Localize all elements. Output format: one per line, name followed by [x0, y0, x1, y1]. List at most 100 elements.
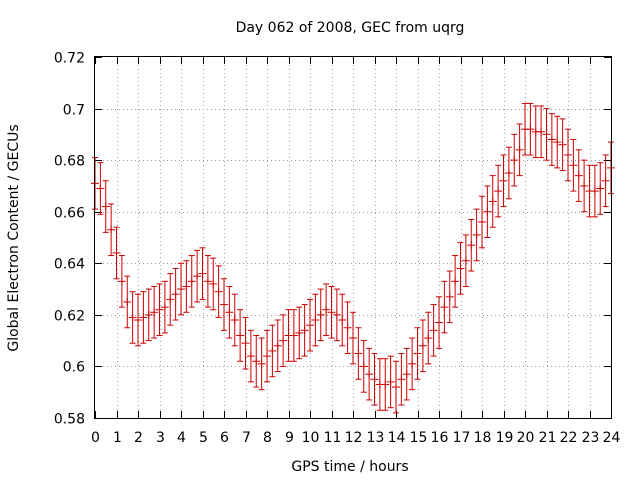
data-point	[531, 105, 540, 159]
data-point	[230, 293, 239, 347]
plot-frame	[94, 56, 612, 419]
data-point	[590, 164, 599, 218]
data-point	[187, 255, 196, 308]
x-tick-label: 23	[582, 430, 600, 446]
x-tick-label: 8	[263, 430, 272, 446]
data-point	[461, 234, 470, 287]
data-point	[456, 242, 465, 295]
data-point	[467, 218, 476, 272]
data-point	[139, 291, 148, 344]
y-tick-labels: 0.58 0.6 0.62 0.64 0.66 0.68 0.7 0.72	[54, 51, 85, 428]
y-tick-label: 0.6	[63, 360, 85, 376]
data-point	[225, 285, 234, 339]
data-point	[478, 195, 486, 249]
data-point	[273, 319, 282, 373]
data-point	[193, 249, 202, 303]
data-point	[300, 304, 309, 357]
data-point	[564, 128, 572, 182]
data-point	[354, 327, 363, 380]
data-point	[332, 288, 341, 342]
data-point	[365, 347, 374, 401]
data-point	[397, 353, 406, 406]
data-point	[510, 133, 519, 187]
data-point	[574, 149, 583, 202]
x-tick-label: 2	[134, 430, 143, 446]
data-point	[370, 353, 379, 406]
data-point	[515, 123, 524, 177]
y-tick-label: 0.58	[54, 412, 85, 428]
data-point	[107, 203, 116, 257]
x-tick-label: 24	[603, 430, 621, 446]
data-point	[327, 285, 336, 339]
data-point	[504, 146, 513, 200]
data-point	[483, 185, 492, 238]
data-point	[160, 280, 169, 334]
data-point	[402, 347, 411, 401]
data-point	[445, 270, 454, 324]
data-point	[134, 293, 142, 347]
data-point	[413, 327, 422, 380]
x-tick-label: 14	[388, 430, 406, 446]
data-point	[494, 164, 503, 218]
data-point	[246, 329, 255, 383]
data-point	[209, 257, 218, 311]
data-point	[408, 337, 417, 391]
data-point	[392, 360, 400, 414]
data-point	[343, 301, 352, 355]
data-point	[150, 285, 159, 339]
data-point	[429, 304, 438, 357]
data-point	[123, 275, 132, 329]
data-point	[252, 334, 261, 388]
data-point	[499, 154, 508, 208]
x-tick-label: 11	[324, 430, 342, 446]
data-point	[424, 311, 433, 365]
data-point	[435, 296, 443, 349]
data-point	[585, 164, 594, 218]
data-point	[241, 316, 250, 370]
x-tick-label: 12	[345, 430, 363, 446]
x-tick-label: 6	[220, 430, 229, 446]
x-tick-label: 1	[113, 430, 122, 446]
y-tick-label: 0.68	[54, 154, 85, 170]
data-point	[171, 267, 180, 321]
data-point	[182, 260, 191, 313]
data-points	[91, 102, 615, 414]
data-point	[279, 314, 288, 367]
data-point	[311, 293, 320, 347]
data-point	[214, 265, 223, 318]
data-point	[101, 180, 110, 233]
data-point	[177, 262, 185, 316]
x-tick-label: 9	[285, 430, 294, 446]
data-point	[268, 324, 277, 378]
data-point	[553, 115, 562, 169]
x-tick-label: 4	[177, 430, 186, 446]
data-point	[537, 105, 546, 159]
x-axis-label: GPS time / hours	[291, 459, 408, 475]
data-point	[440, 280, 449, 334]
data-point	[451, 255, 460, 308]
data-point	[295, 306, 304, 360]
x-tick-label: 19	[496, 430, 514, 446]
data-point	[526, 102, 535, 156]
data-point	[198, 247, 207, 300]
data-point	[263, 329, 271, 383]
data-point	[155, 283, 164, 336]
x-tick-label: 10	[302, 430, 320, 446]
data-point	[220, 278, 228, 331]
x-tick-label: 17	[453, 430, 471, 446]
y-tick-label: 0.66	[54, 206, 85, 222]
data-point	[488, 175, 497, 228]
x-tick-label: 18	[474, 430, 492, 446]
data-point	[338, 293, 347, 347]
y-tick-label: 0.72	[54, 51, 85, 67]
x-tick-label: 5	[199, 430, 208, 446]
data-point	[580, 159, 589, 213]
data-point	[236, 309, 245, 362]
data-point	[166, 273, 175, 326]
data-point	[472, 208, 481, 262]
y-tick-label: 0.64	[54, 257, 85, 273]
data-point	[257, 337, 266, 391]
data-point	[381, 358, 390, 411]
data-point	[547, 113, 556, 166]
